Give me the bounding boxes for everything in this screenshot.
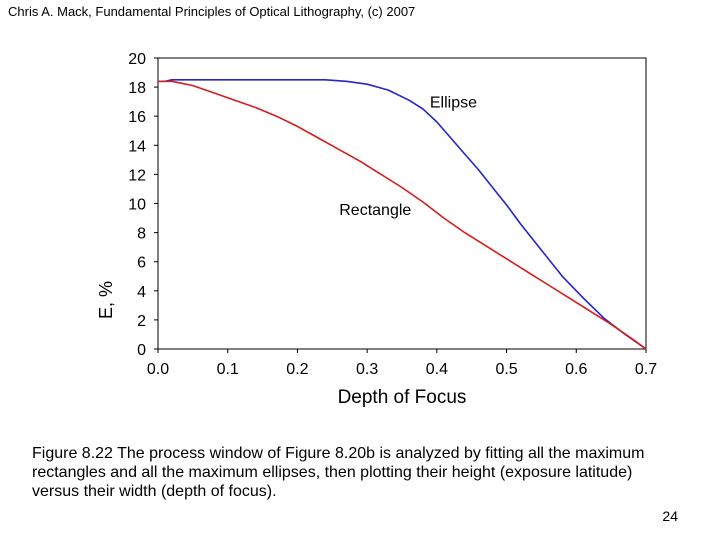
series-line-ellipse xyxy=(158,79,647,350)
series-label-rectangle: Rectangle xyxy=(339,202,411,219)
y-tick-label: 14 xyxy=(128,138,146,155)
y-tick-label: 4 xyxy=(137,284,146,301)
y-tick-label: 18 xyxy=(128,80,146,97)
series-line-rectangle xyxy=(158,80,647,350)
slide-header: Chris A. Mack, Fundamental Principles of… xyxy=(8,4,416,19)
series-label-ellipse: Ellipse xyxy=(430,94,477,111)
y-tick-label: 16 xyxy=(128,109,146,126)
x-tick-label: 0.0 xyxy=(147,361,169,378)
x-tick-label: 0.7 xyxy=(635,361,657,378)
y-tick-label: 2 xyxy=(137,313,146,330)
y-tick-label: 8 xyxy=(137,226,146,243)
page-number: 24 xyxy=(662,508,678,524)
x-tick-label: 0.2 xyxy=(286,361,308,378)
x-axis-label: Depth of Focus xyxy=(338,387,467,408)
y-tick-label: 12 xyxy=(128,167,146,184)
x-tick-label: 0.1 xyxy=(217,361,239,378)
y-tick-label: 0 xyxy=(137,342,146,359)
x-tick-label: 0.4 xyxy=(426,361,448,378)
x-tick-label: 0.3 xyxy=(356,361,378,378)
x-tick-label: 0.5 xyxy=(495,361,517,378)
y-axis-label: E, % xyxy=(96,281,116,319)
x-tick-label: 0.6 xyxy=(565,361,587,378)
y-tick-label: 6 xyxy=(137,255,146,272)
y-tick-label: 10 xyxy=(128,197,146,214)
figure-caption: Figure 8.22 The process window of Figure… xyxy=(32,445,645,500)
y-tick-label: 20 xyxy=(128,51,146,68)
